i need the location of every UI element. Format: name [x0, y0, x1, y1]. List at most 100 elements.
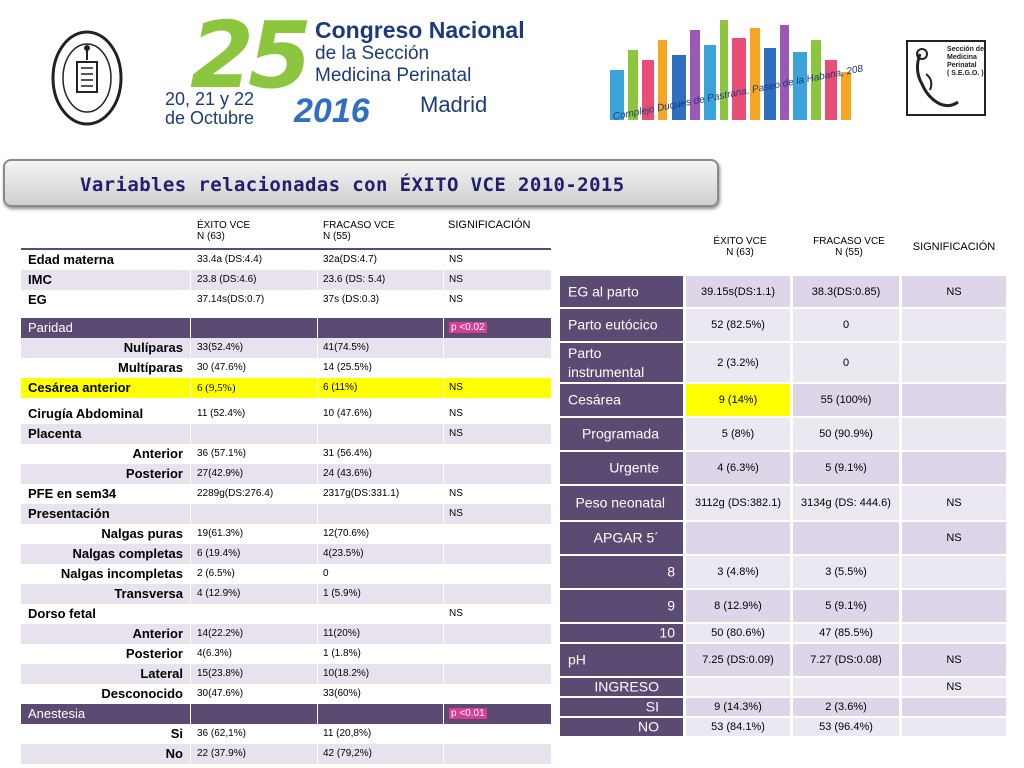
row-label: Transversa	[114, 586, 183, 601]
row-label: IMC	[28, 272, 52, 287]
column-divider	[443, 484, 444, 504]
column-divider	[317, 444, 318, 464]
right-row-label-cell: pH	[560, 644, 683, 676]
row-label: EG	[28, 292, 47, 307]
column-divider	[317, 704, 318, 724]
left-table-row: Si 36 (62,1%) 11 (20,8%)	[21, 724, 551, 744]
significacion-value: p <0.02	[449, 322, 487, 333]
fracaso-cell: 5 (9.1%)	[793, 590, 899, 622]
significacion-value: NS	[449, 488, 463, 499]
right-table-row: pH 7.25 (DS:0.09) 7.27 (DS:0.08) NS	[560, 644, 1006, 676]
column-divider	[190, 484, 191, 504]
significacion-cell: p <0.02	[449, 318, 487, 338]
exito-cell: 11 (52.4%)	[197, 408, 246, 419]
significacion-cell	[902, 452, 1006, 484]
column-divider	[190, 644, 191, 664]
right-table-row: Cesárea 9 (14%) 55 (100%)	[560, 384, 1006, 416]
right-row-label-cell: 8	[560, 556, 683, 588]
seccion-logo-line-4: ( S.E.G.O. )	[947, 70, 984, 77]
left-table-row: Paridad p <0.02	[21, 318, 551, 338]
significacion-cell	[902, 718, 1006, 736]
fracaso-cell: 14 (25.5%)	[323, 362, 372, 373]
fracaso-cell: 10(18.2%)	[323, 668, 370, 679]
row-label: Paridad	[28, 320, 73, 335]
row-label: Anterior	[132, 626, 183, 641]
column-divider	[190, 270, 191, 290]
column-divider	[443, 464, 444, 484]
right-row-label-cell: NO	[560, 718, 683, 736]
left-header-fracaso-line-1: FRACASO VCE	[323, 220, 395, 231]
column-divider	[443, 358, 444, 378]
right-row-label-cell: 9	[560, 590, 683, 622]
right-row-label-cell: APGAR 5´	[560, 522, 683, 554]
column-divider	[443, 624, 444, 644]
fracaso-cell: 24 (43.6%)	[323, 468, 372, 479]
congress-dates: 20, 21 y 22 de Octubre	[165, 90, 254, 128]
significacion-value: NS	[449, 294, 463, 305]
column-divider	[190, 704, 191, 724]
left-table-row: Lateral 15(23.8%) 10(18.2%)	[21, 664, 551, 684]
column-divider	[443, 404, 444, 424]
column-divider	[190, 290, 191, 310]
column-divider	[443, 444, 444, 464]
column-divider	[443, 270, 444, 290]
right-header-significacion: SIGNIFICACIÓN	[912, 241, 996, 253]
fracaso-cell: 38.3(DS:0.85)	[793, 276, 899, 307]
exito-cell: 5 (8%)	[686, 418, 790, 450]
left-table-row: Anterior 36 (57.1%) 31 (56.4%)	[21, 444, 551, 464]
column-divider	[190, 604, 191, 624]
left-header-exito-line-1: ÉXITO VCE	[197, 220, 251, 231]
exito-cell	[686, 678, 790, 696]
exito-cell: 6 (9,5%)	[197, 382, 236, 394]
right-table-row: SI 9 (14.3%) 2 (3.6%)	[560, 698, 1006, 716]
row-label: 10	[659, 624, 675, 641]
column-divider	[317, 290, 318, 310]
column-divider	[190, 524, 191, 544]
fracaso-cell: 3 (5.5%)	[793, 556, 899, 588]
column-divider	[190, 378, 191, 398]
exito-cell: 36 (57.1%)	[197, 448, 246, 459]
fracaso-cell: 2 (3.6%)	[793, 698, 899, 716]
significacion-value: NS	[449, 254, 463, 265]
exito-cell: 2289g(DS:276.4)	[197, 488, 274, 499]
right-row-label-cell: Parto instrumental	[560, 343, 683, 382]
column-divider	[443, 744, 444, 764]
slide-title-box: Variables relacionadas con ÉXITO VCE 201…	[3, 159, 719, 207]
fracaso-cell: 23.6 (DS: 5.4)	[323, 274, 386, 285]
column-divider	[443, 290, 444, 310]
column-divider	[317, 684, 318, 704]
row-label: Cesárea	[568, 391, 621, 408]
fracaso-cell: 31 (56.4%)	[323, 448, 372, 459]
right-header-fracaso-line-2: N (55)	[835, 247, 863, 258]
congress-year: 2016	[294, 92, 370, 130]
column-divider	[317, 464, 318, 484]
row-label: Nulíparas	[123, 340, 183, 355]
significacion-cell	[902, 418, 1006, 450]
column-divider	[317, 378, 318, 398]
right-header-fracaso-line-1: FRACASO VCE	[813, 236, 885, 247]
left-table-row: Nalgas incompletas 2 (6.5%) 0	[21, 564, 551, 584]
significacion-cell: NS	[449, 404, 463, 424]
exito-cell: 30 (47.6%)	[197, 362, 246, 373]
column-divider	[443, 664, 444, 684]
column-divider	[190, 684, 191, 704]
column-divider	[317, 504, 318, 524]
right-table-row: NO 53 (84.1%) 53 (96.4%)	[560, 718, 1006, 736]
significacion-cell	[902, 590, 1006, 622]
left-table-row: Cesárea anterior 6 (9,5%) 6 (11%) NS	[21, 378, 551, 398]
left-table-row: No 22 (37.9%) 42 (79,2%)	[21, 744, 551, 764]
column-divider	[317, 270, 318, 290]
significacion-cell	[902, 698, 1006, 716]
column-divider	[190, 744, 191, 764]
row-label: Nalgas completas	[72, 546, 183, 561]
dates-line-2: de Octubre	[165, 108, 255, 128]
congress-line-3: Medicina Perinatal	[315, 65, 472, 86]
fracaso-cell: 55 (100%)	[793, 384, 899, 416]
madrid-skyline-illustration	[610, 20, 851, 120]
row-label: Urgente	[609, 459, 659, 476]
column-divider	[443, 378, 444, 398]
fracaso-cell: 0	[323, 568, 329, 579]
right-table-row: Programada 5 (8%) 50 (90.9%)	[560, 418, 1006, 450]
left-table-row: PFE en sem34 2289g(DS:276.4) 2317g(DS:331.…	[21, 484, 551, 504]
fracaso-cell: 53 (96.4%)	[793, 718, 899, 736]
